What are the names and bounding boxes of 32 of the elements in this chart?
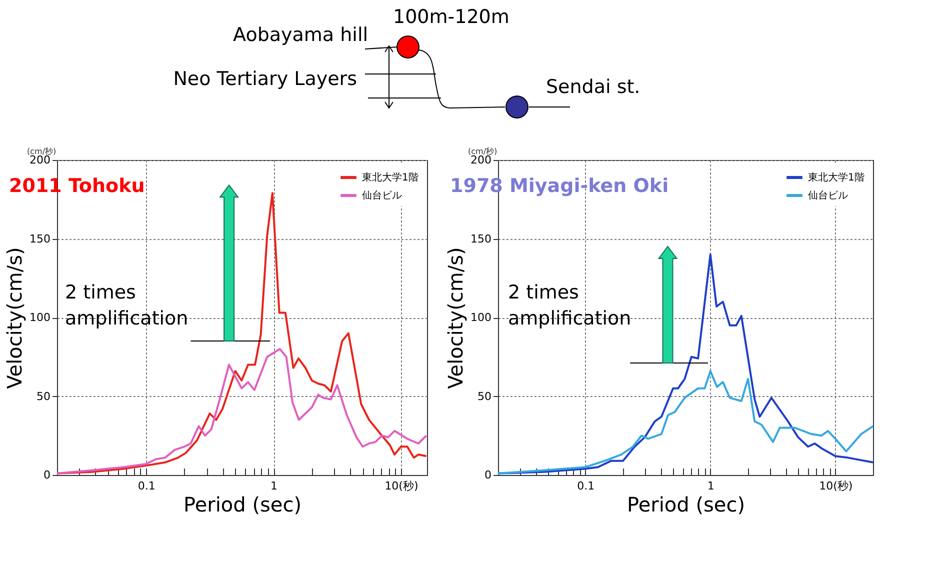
x-tick-label: 1 xyxy=(270,480,278,492)
y-tick-label: 0 xyxy=(484,468,492,482)
x-tick-label: 0.1 xyxy=(577,480,595,492)
y-tick-label: 150 xyxy=(30,232,50,246)
x-tick-label: 10(秒) xyxy=(384,480,418,492)
x-tick-label: 1 xyxy=(707,480,714,492)
y-tick-label: 200 xyxy=(470,154,492,166)
y-tick-label: 50 xyxy=(36,390,50,403)
legend-label: 東北大学1階 xyxy=(362,172,418,184)
text: 100m-120m xyxy=(393,6,510,28)
legend-label: 東北大学1階 xyxy=(808,172,864,184)
annotation: 2 times amplification xyxy=(65,281,188,330)
y-tick-label: 100 xyxy=(470,311,492,324)
text: Neo Tertiary Layers xyxy=(173,68,357,90)
legend-label: 仙台ビル xyxy=(362,190,402,202)
x-tick-label: 0.1 xyxy=(138,480,156,492)
y-axis-title: Velocity(cm/s) xyxy=(2,247,27,389)
annotation: 2 times amplification xyxy=(508,281,632,330)
x-axis-title: Period (sec) xyxy=(626,492,746,516)
legend-label: 仙台ビル xyxy=(808,190,848,202)
y-tick-label: 50 xyxy=(478,390,492,403)
text: (cm/秒) xyxy=(468,147,498,156)
x-tick-label: 10(秒) xyxy=(819,480,853,492)
y-axis-title: Velocity(cm/s) xyxy=(444,247,468,389)
text: Aobayama hill xyxy=(233,24,368,46)
y-tick-label: 200 xyxy=(30,154,50,166)
text: (cm/秒) xyxy=(27,147,56,156)
y-tick-label: 150 xyxy=(470,232,492,246)
y-tick-label: 0 xyxy=(44,468,50,482)
text: Sendai st. xyxy=(546,76,640,98)
x-axis-title: Period (sec) xyxy=(183,492,302,516)
y-tick-label: 100 xyxy=(30,311,50,324)
